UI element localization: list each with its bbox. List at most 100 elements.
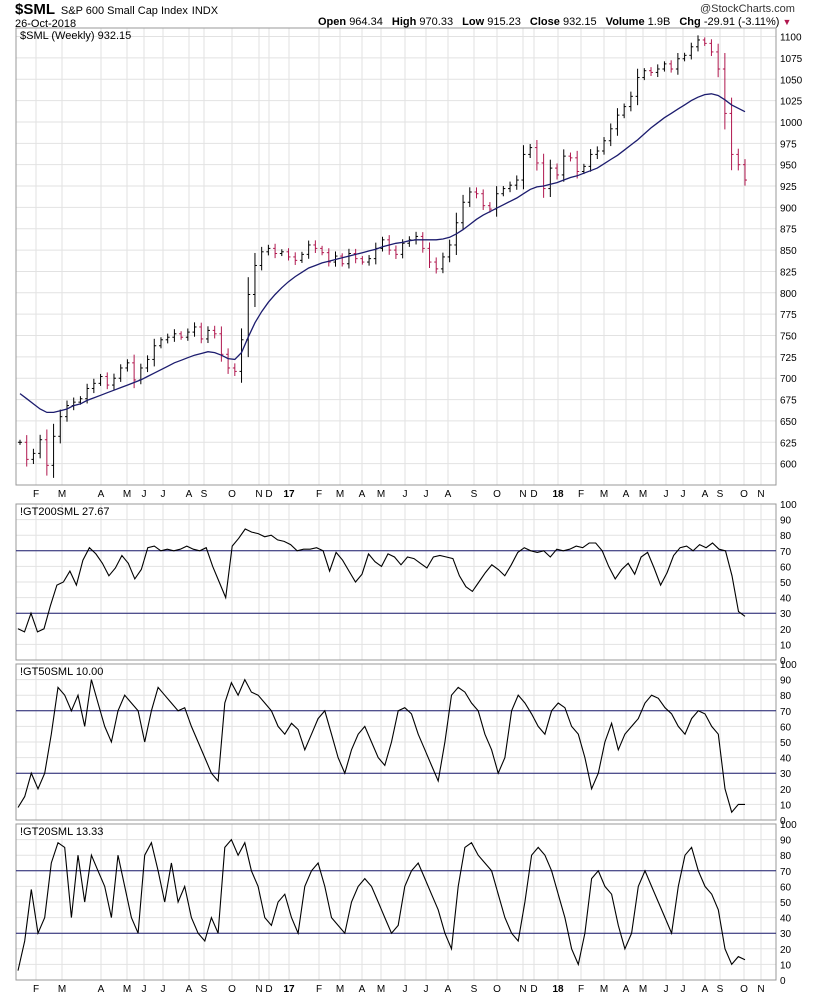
price-bar xyxy=(575,150,580,179)
x-tick-label: F xyxy=(33,489,39,500)
y-tick-label: 20 xyxy=(780,945,792,956)
price-bar xyxy=(541,153,546,198)
price-bar xyxy=(158,337,163,349)
y-tick-label: 60 xyxy=(780,722,792,733)
price-bar xyxy=(414,231,419,245)
panel-legend: !GT50SML 10.00 xyxy=(20,666,103,678)
price-bar xyxy=(467,187,472,207)
close-value: 932.15 xyxy=(562,16,597,28)
panel-legend: $SML (Weekly) 932.15 xyxy=(20,30,131,42)
price-bar xyxy=(608,123,613,147)
quote-line: Open 964.34 High 970.33 Low 915.23 Close… xyxy=(318,16,791,28)
price-bar xyxy=(165,333,170,344)
price-bar xyxy=(434,257,439,274)
x-tick-label: F xyxy=(578,984,584,995)
open-value: 964.34 xyxy=(349,16,383,28)
price-bar xyxy=(534,140,539,171)
price-bar xyxy=(360,256,365,265)
x-tick-label: 18 xyxy=(552,984,564,995)
price-bar xyxy=(326,248,331,267)
price-bar xyxy=(306,240,311,259)
price-bar xyxy=(588,149,593,172)
y-tick-label: 50 xyxy=(780,898,792,909)
x-tick-label: A xyxy=(445,489,452,500)
panel-legend: !GT20SML 13.33 xyxy=(20,826,103,838)
high-value: 970.33 xyxy=(419,16,454,28)
x-tick-label: F xyxy=(33,984,39,995)
price-bar xyxy=(24,435,29,467)
y-tick-label: 875 xyxy=(780,225,797,236)
x-tick-label: J xyxy=(403,489,408,500)
y-tick-label: 1025 xyxy=(780,97,803,108)
price-bar xyxy=(675,53,680,75)
price-bar xyxy=(682,52,687,62)
y-tick-label: 30 xyxy=(780,929,792,940)
x-tick-label: N xyxy=(757,489,764,500)
price-bar xyxy=(649,67,654,77)
price-bar xyxy=(716,43,721,78)
price-bar xyxy=(91,378,96,394)
y-tick-label: 40 xyxy=(780,754,792,765)
price-bar xyxy=(58,409,63,444)
x-tick-label: S xyxy=(717,489,724,500)
price-bar xyxy=(98,373,103,386)
gt50-panel: 0 10 20 30 40 50 60 70 80 90 100 !GT50SML 10.00 xyxy=(15,660,797,827)
price-bar xyxy=(487,202,492,213)
panel-legend: !GT200SML 27.67 xyxy=(20,506,109,518)
x-tick-label: M xyxy=(58,984,66,995)
breadth-line xyxy=(17,528,746,633)
price-bar xyxy=(568,152,573,162)
price-bar xyxy=(528,144,533,159)
x-tick-label: F xyxy=(316,984,322,995)
price-bar xyxy=(259,246,264,271)
x-tick-label: O xyxy=(228,489,236,500)
x-tick-label: A xyxy=(702,489,709,500)
x-tick-label: 17 xyxy=(283,984,295,995)
price-bar xyxy=(279,249,284,257)
y-tick-label: 1000 xyxy=(780,118,803,129)
y-tick-label: 0 xyxy=(780,656,786,667)
price-bar xyxy=(138,363,143,385)
x-tick-label: N xyxy=(255,489,262,500)
y-tick-label: 975 xyxy=(780,139,797,150)
x-tick-label: A xyxy=(623,984,630,995)
price-bar xyxy=(246,277,251,358)
price-bar xyxy=(689,42,694,60)
price-bar xyxy=(172,329,177,342)
price-bar xyxy=(662,61,667,72)
y-tick-label: 625 xyxy=(780,438,797,449)
chart-date: 26-Oct-2018 xyxy=(15,18,77,30)
price-bar xyxy=(555,163,560,180)
price-bar xyxy=(226,348,231,374)
x-tick-label: M xyxy=(600,984,608,995)
price-bar xyxy=(635,68,640,106)
price-bar xyxy=(286,248,291,261)
price-bar xyxy=(273,243,278,259)
y-tick-label: 100 xyxy=(780,660,797,671)
x-tick-label: M xyxy=(336,489,344,500)
x-tick-label: N xyxy=(519,984,526,995)
price-bar xyxy=(494,186,499,217)
x-tick-label: D xyxy=(265,984,272,995)
y-tick-label: 1075 xyxy=(780,54,803,65)
price-bar xyxy=(44,429,49,476)
price-bar xyxy=(118,364,123,382)
x-tick-label: D xyxy=(530,489,537,500)
index-name: S&P 600 Small Cap Index xyxy=(60,5,188,17)
panel-border xyxy=(15,823,777,981)
x-tick-label: 18 xyxy=(552,489,564,500)
price-bar xyxy=(561,149,566,182)
x-tick-label: A xyxy=(702,984,709,995)
price-bar xyxy=(266,244,271,256)
price-bar xyxy=(64,400,69,422)
y-tick-label: 80 xyxy=(780,691,792,702)
price-bar xyxy=(628,91,633,112)
x-tick-label: S xyxy=(201,489,208,500)
gt200-panel: 0 10 20 30 40 50 60 70 80 90 100 !GT200SML 27.67 xyxy=(15,500,797,667)
x-tick-label: J xyxy=(664,984,669,995)
price-bar xyxy=(696,35,701,52)
price-bar xyxy=(642,68,647,81)
x-tick-label: O xyxy=(493,489,501,500)
open-label: Open xyxy=(318,16,347,28)
